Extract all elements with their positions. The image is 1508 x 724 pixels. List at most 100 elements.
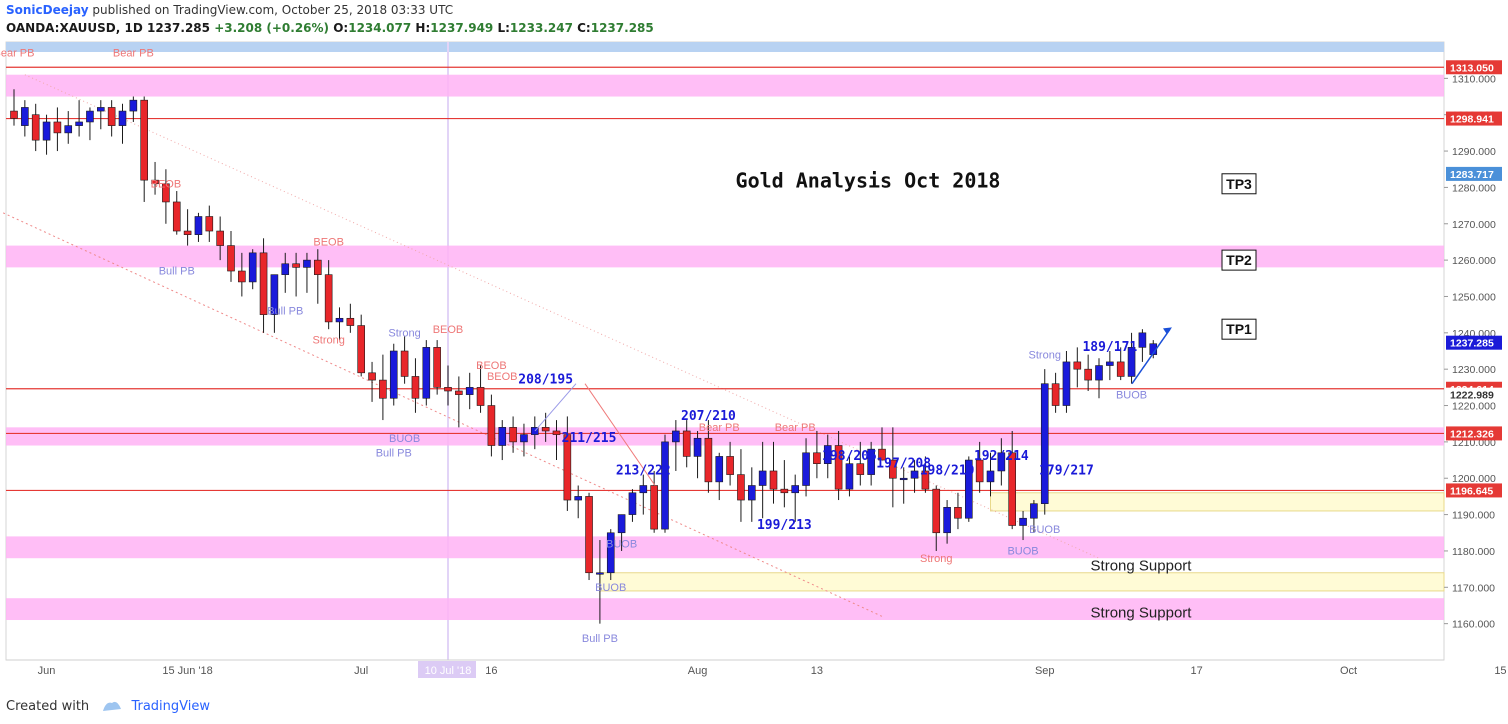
open-label: O: xyxy=(333,21,349,35)
candle-body-6 xyxy=(75,121,83,126)
annotation-25: Strong xyxy=(920,553,952,565)
resistance-zone-4 xyxy=(6,598,1444,621)
open-value: 1234.077 xyxy=(348,21,412,35)
candle-body-58 xyxy=(639,485,648,494)
candle-body-18 xyxy=(205,216,214,232)
annotation-26: BUOB xyxy=(1029,524,1060,536)
x-tick-label-7: Sep xyxy=(1035,665,1055,677)
x-tick-label-4: 16 xyxy=(485,665,497,677)
annotation-29: 189/171 xyxy=(1082,340,1137,355)
annotation-22: 198/210 xyxy=(920,464,975,479)
candle-body-100 xyxy=(1095,365,1103,381)
level-tag-2: 1283.717 xyxy=(1450,169,1494,181)
level-tag-6: 1222.989 xyxy=(1450,390,1494,402)
candle-body-67 xyxy=(737,474,745,501)
candle-body-93 xyxy=(1019,517,1027,526)
candle-body-91 xyxy=(997,452,1006,472)
candle-body-36 xyxy=(400,350,409,377)
candle-body-84 xyxy=(921,470,930,490)
top-band xyxy=(6,42,1444,52)
candle-body-86 xyxy=(943,507,951,534)
x-tick-label-1: 15 Jun '18 xyxy=(162,665,212,677)
high-value: 1237.949 xyxy=(430,21,494,35)
level-tag-bg-6 xyxy=(1446,387,1502,402)
candle-body-38 xyxy=(422,347,431,399)
candle-body-45 xyxy=(498,427,507,446)
target-label-2: TP1 xyxy=(1226,321,1252,337)
candle-body-50 xyxy=(552,430,561,435)
candle-body-43 xyxy=(476,387,485,406)
candle-body-4 xyxy=(53,121,62,134)
tradingview-brand[interactable]: TradingView xyxy=(131,699,210,714)
x-tick-label-9: Oct xyxy=(1340,665,1357,677)
candle-body-42 xyxy=(465,387,474,395)
annotation-20: 198/205 xyxy=(822,449,877,464)
candle-body-19 xyxy=(216,230,224,246)
projection-arrow xyxy=(1131,328,1171,385)
level-tag-8: 1196.645 xyxy=(1450,485,1493,497)
symbol-bar: OANDA:XAUUSD, 1D 1237.285 +3.208 (+0.26%… xyxy=(6,20,654,36)
candle-body-29 xyxy=(324,274,333,323)
x-tick-label-0: Jun xyxy=(38,665,56,677)
candle-body-95 xyxy=(1040,383,1049,504)
level-tag-bg-2 xyxy=(1446,166,1502,181)
candle-body-31 xyxy=(346,317,355,326)
candle-body-20 xyxy=(227,245,235,272)
candle-body-62 xyxy=(682,430,691,457)
annotation-19: 199/213 xyxy=(757,518,812,533)
chart-title: Gold Analysis Oct 2018 xyxy=(736,168,1001,192)
price-change: +3.208 (+0.26%) xyxy=(214,21,330,35)
annotation-32: BUOB xyxy=(595,582,626,594)
x-tick-label-6: 13 xyxy=(811,665,823,677)
candle-body-92 xyxy=(1008,452,1017,526)
candle-body-14 xyxy=(162,183,170,203)
level-tag-1: 1298.941 xyxy=(1450,114,1494,126)
annotation-21: 197/208 xyxy=(876,456,931,471)
annotation-27: BUOB xyxy=(1007,546,1038,558)
candle-body-97 xyxy=(1062,361,1071,406)
candle-body-66 xyxy=(726,456,734,475)
candle-body-76 xyxy=(834,445,843,490)
support-label-0: Strong Support xyxy=(1091,557,1193,574)
candle-body-103 xyxy=(1127,347,1136,377)
candle-body-51 xyxy=(563,434,572,501)
annotation-31: BUOB xyxy=(606,538,637,550)
annotation-24: 179/217 xyxy=(1039,464,1094,479)
candle-body-49 xyxy=(541,427,550,432)
y-tick-label-0: 1160.000 xyxy=(1452,619,1495,631)
annotation-14: 211/215 xyxy=(562,431,617,446)
candle-body-34 xyxy=(379,379,387,399)
candle-body-54 xyxy=(596,572,604,575)
resistance-zone-1 xyxy=(6,245,1444,268)
candle-body-89 xyxy=(975,459,984,483)
candle-body-75 xyxy=(823,445,832,464)
candle-body-77 xyxy=(845,463,854,490)
candle-body-96 xyxy=(1051,383,1060,406)
candle-body-7 xyxy=(86,110,94,123)
annotation-16: 207/210 xyxy=(681,409,736,424)
support-box-0 xyxy=(990,492,1445,512)
candle-body-35 xyxy=(389,350,398,399)
y-tick-label-2: 1180.000 xyxy=(1452,546,1495,558)
candle-body-56 xyxy=(617,514,626,534)
plot-area xyxy=(5,41,1445,661)
candle-body-3 xyxy=(42,121,51,141)
candle-body-73 xyxy=(802,452,810,486)
high-label: H: xyxy=(415,21,431,35)
candle-body-83 xyxy=(910,470,919,479)
candle-body-17 xyxy=(194,216,203,235)
candle-body-101 xyxy=(1106,361,1114,366)
candle-body-41 xyxy=(455,390,463,395)
level-tag-bg-7 xyxy=(1446,426,1502,441)
level-tag-bg-8 xyxy=(1446,483,1502,498)
author-link[interactable]: SonicDeejay xyxy=(6,3,89,17)
candle-body-80 xyxy=(878,448,886,461)
price-chart[interactable]: Bear PB Bear PB BEOB Bull PB BEOB Bull PB Stro… xyxy=(0,40,1508,688)
target-box-1 xyxy=(1221,249,1257,271)
level-tag-3: 1237.285 xyxy=(1450,338,1494,350)
candle-body-21 xyxy=(238,270,246,283)
candle-body-30 xyxy=(335,317,344,323)
candle-body-26 xyxy=(292,263,300,268)
candle-body-5 xyxy=(64,125,73,134)
created-with-label: Created with xyxy=(6,699,90,714)
